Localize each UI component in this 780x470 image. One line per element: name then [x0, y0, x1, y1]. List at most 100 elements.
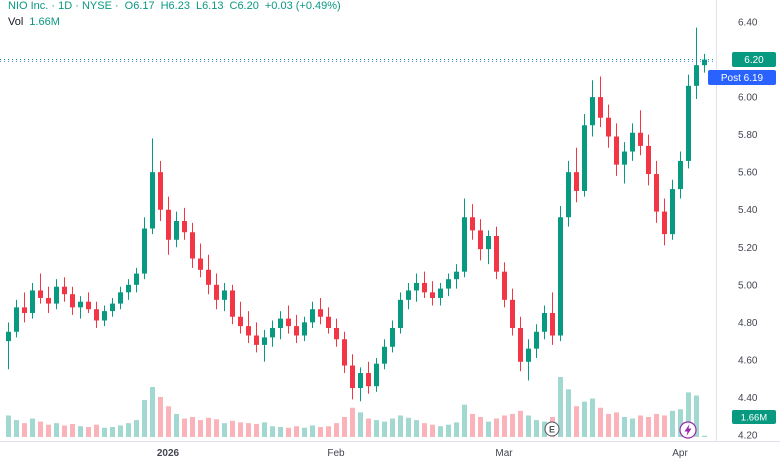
earnings-icon[interactable]: E [544, 421, 560, 437]
volume-bar [646, 417, 651, 437]
volume-bar [102, 427, 107, 437]
volume-bar [286, 427, 291, 437]
candle-body [494, 236, 499, 272]
post-market-badge [708, 70, 776, 85]
candle-body [622, 151, 627, 165]
svg-text:Post 6.19: Post 6.19 [721, 73, 764, 84]
candle-body [214, 284, 219, 300]
candle-body [614, 136, 619, 165]
candle-body [678, 160, 683, 190]
volume-bar [454, 422, 459, 437]
volume-bar [6, 415, 11, 437]
candle-body [270, 327, 275, 338]
candle-body [22, 307, 27, 313]
candle-body [262, 337, 267, 345]
candle-body [550, 312, 555, 336]
price-tick-label: 6.40 [738, 18, 758, 29]
svg-text:1.66M: 1.66M [741, 413, 767, 424]
volume-bar [558, 377, 563, 437]
candle-body [70, 294, 75, 308]
candle-body [102, 311, 107, 321]
volume-bar [598, 407, 603, 437]
price-tick-label: 4.20 [738, 431, 758, 442]
candle-body [326, 316, 331, 328]
candle-body [638, 132, 643, 146]
candle-body [534, 331, 539, 349]
volume-bar [366, 418, 371, 437]
price-tick-label: 6.00 [738, 93, 758, 104]
volume-bar [630, 418, 635, 437]
volume-bar [566, 389, 571, 437]
candle-body [246, 326, 251, 336]
candle-body [702, 59, 707, 66]
candle-body [286, 318, 291, 327]
volume-bar [110, 427, 115, 437]
volume-bar [654, 413, 659, 437]
candle-body [222, 290, 227, 300]
volume-bar [662, 415, 667, 437]
price-tick-label: 4.60 [738, 355, 758, 366]
volume-bar [510, 413, 515, 437]
flash-icon[interactable] [679, 421, 697, 439]
volume-bar [54, 423, 59, 437]
candle-body [118, 292, 123, 304]
volume-bar [198, 420, 203, 437]
volume-legend[interactable]: Vol 1.66M [8, 16, 60, 29]
price-tick-label: 5.40 [738, 205, 758, 216]
volume-bar [206, 417, 211, 437]
time-tick-label: Feb [327, 448, 345, 459]
candle-body [134, 273, 139, 285]
candle-body [366, 373, 371, 387]
candle-body [502, 271, 507, 300]
volume-bar [78, 426, 83, 437]
volume-bar [166, 406, 171, 437]
volume-bar [46, 424, 51, 437]
volume-bar [374, 420, 379, 437]
time-scale[interactable]: 2026 Feb Mar Apr [157, 448, 689, 459]
volume-bar [494, 418, 499, 437]
candle-body [646, 145, 651, 175]
candle-body [30, 290, 35, 313]
candle-body [510, 299, 515, 328]
volume-bar [614, 412, 619, 437]
candle-body [342, 339, 347, 366]
volume-bar [142, 400, 147, 437]
price-change: +0.03 (+0.49%) [264, 0, 341, 12]
candle-body [542, 312, 547, 332]
volume-bar [310, 425, 315, 437]
candle-body [302, 322, 307, 336]
volume-bar [270, 426, 275, 437]
volume-bar [406, 417, 411, 437]
candle-body [598, 97, 603, 118]
candle-body [630, 132, 635, 152]
volume-bar [518, 410, 523, 437]
volume-bar [694, 395, 699, 437]
volume-bar [350, 407, 355, 437]
candle-body [294, 326, 299, 336]
volume-bar [542, 421, 547, 437]
volume-bar [462, 404, 467, 437]
candle-body [654, 174, 659, 212]
volume-bar [262, 422, 267, 437]
candle-body [278, 318, 283, 328]
candle-body [318, 309, 323, 317]
volume-bar [14, 420, 19, 437]
ohlc-low: L6.13 [195, 0, 224, 12]
volume-bar [94, 424, 99, 437]
candle-body [558, 217, 563, 336]
volume-bar [574, 406, 579, 437]
candle-body [150, 172, 155, 229]
volume-bar [334, 423, 339, 437]
volume-bar [582, 401, 587, 437]
volume-bar [86, 427, 91, 437]
price-scale[interactable]: 6.406.206.005.805.605.405.205.004.804.60… [738, 18, 758, 442]
symbol-legend[interactable]: NIO Inc. · 1D · NYSE · O6.17 H6.23 L6.13… [8, 0, 341, 13]
candle-body [254, 335, 259, 345]
volume-bar [30, 418, 35, 437]
volume-bar [526, 415, 531, 437]
volume-bar [638, 415, 643, 437]
volume-bar [62, 425, 67, 437]
volume-bar [470, 413, 475, 437]
time-tick-label: 2026 [157, 448, 180, 459]
